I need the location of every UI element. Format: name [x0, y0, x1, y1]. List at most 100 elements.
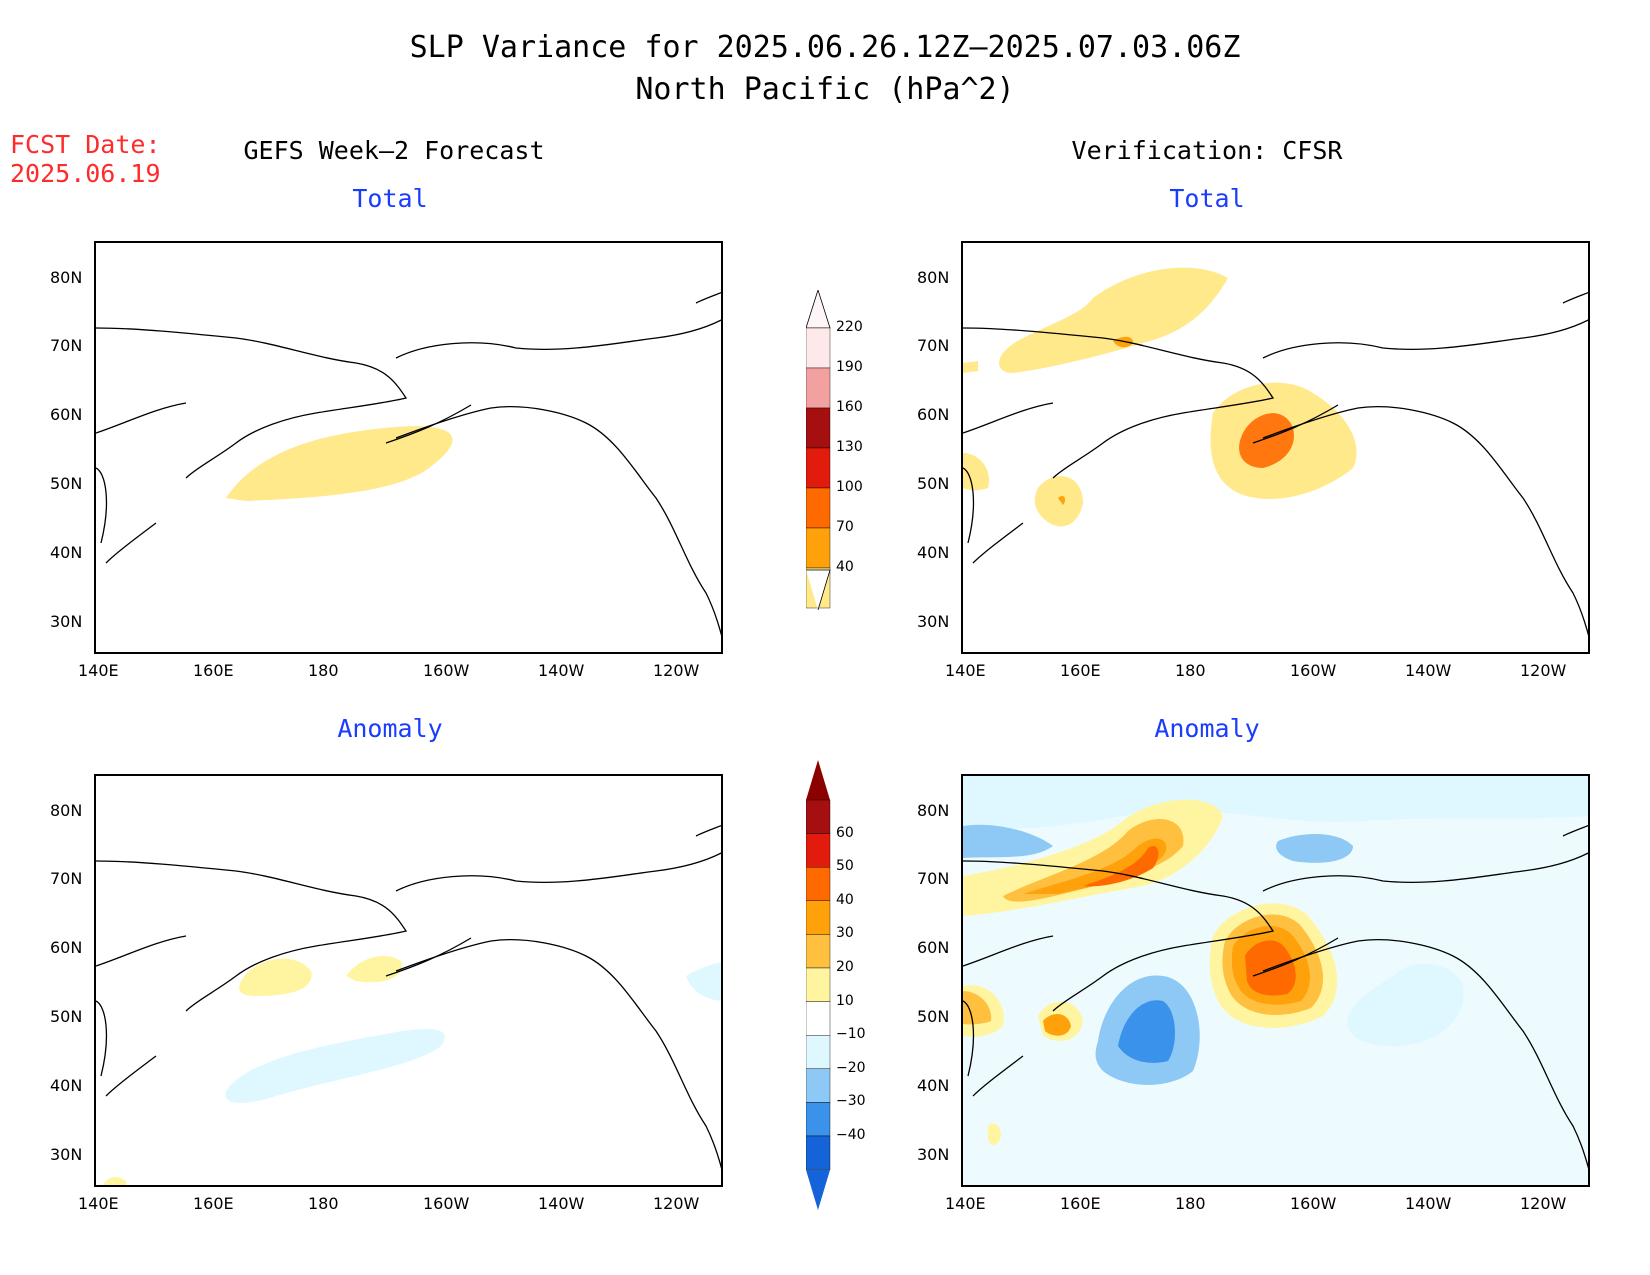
- colorbar-anomaly-color-box: [806, 1068, 831, 1103]
- lon-tick-label: 160E: [193, 1194, 234, 1213]
- colorbar-anomaly-color-box: [806, 1102, 831, 1137]
- variance-contour-70: [1239, 413, 1294, 468]
- colorbar-anomaly-tick-label: 50: [836, 858, 854, 875]
- lat-tick-label: 60N: [917, 405, 950, 424]
- variance-contour-40: [1034, 476, 1083, 527]
- lat-tick-label: 30N: [50, 612, 83, 631]
- left-column-title: GEFS Week–2 Forecast: [243, 136, 545, 165]
- colorbar-anomaly-tick-label: 20: [836, 959, 854, 975]
- lon-tick-label: 140E: [78, 1194, 119, 1213]
- lon-tick-label: 160W: [1290, 1194, 1337, 1213]
- colorbar-total: 220 190 160 130 100 70 40: [806, 290, 886, 610]
- lat-tick-label: 60N: [917, 938, 950, 957]
- lon-tick-label: 140W: [1405, 1194, 1452, 1213]
- lon-tick-label: 160W: [1290, 661, 1337, 680]
- lat-tick-label: 80N: [917, 801, 950, 820]
- anomaly-contour-neg20: [963, 824, 1053, 858]
- anomaly-contour-20: [963, 991, 992, 1025]
- lon-tick-label: 180: [1175, 661, 1206, 680]
- lat-tick-label: 30N: [917, 612, 950, 631]
- lon-tick-label: 140E: [945, 1194, 986, 1213]
- colorbar-total-top-arrow: [806, 290, 831, 329]
- lon-tick-label: 160W: [423, 1194, 470, 1213]
- lat-tick-label: 50N: [917, 1007, 950, 1026]
- lon-tick-label: 160W: [423, 661, 470, 680]
- lon-tick-label: 160E: [193, 661, 234, 680]
- lon-tick-label: 180: [308, 1194, 339, 1213]
- lon-tick-label: 180: [1175, 1194, 1206, 1213]
- colorbar-anomaly-tick-label: −20: [836, 1059, 866, 1076]
- map-forecast-total: [94, 241, 723, 654]
- anomaly-contour-neg10: [686, 961, 721, 1001]
- anomaly-contour-neg10: [225, 1029, 445, 1103]
- variance-contour-70: [1058, 495, 1066, 505]
- colorbar-anomaly-boxes: [806, 799, 831, 1170]
- colorbar-anomaly-tick-label: −30: [836, 1093, 866, 1110]
- colorbar-total-boxes: [806, 327, 831, 609]
- colorbar-anomaly-tick-label: −10: [836, 1026, 866, 1043]
- anomaly-contour-neg20: [1276, 834, 1353, 863]
- panel-subtitle-total-right: Total: [1169, 184, 1245, 213]
- lat-tick-label: 30N: [917, 1145, 950, 1164]
- lon-tick-label: 140E: [78, 661, 119, 680]
- colorbar-total-color-box: [806, 447, 831, 489]
- lat-tick-label: 30N: [50, 1145, 83, 1164]
- anomaly-contour-neg10: [1347, 963, 1464, 1047]
- lat-tick-label: 50N: [50, 1007, 83, 1026]
- lat-tick-label: 70N: [917, 869, 950, 888]
- lat-tick-label: 60N: [50, 405, 83, 424]
- anomaly-contour-10: [988, 1123, 1001, 1145]
- lat-tick-label: 50N: [50, 474, 83, 493]
- panel-subtitle-anomaly-left: Anomaly: [337, 714, 443, 743]
- chart-title-line1: SLP Variance for 2025.06.26.12Z–2025.07.…: [409, 30, 1241, 65]
- chart-title-line2: North Pacific (hPa^2): [635, 72, 1015, 107]
- lat-tick-label: 40N: [917, 1076, 950, 1095]
- colorbar-anomaly-tick-label: −40: [836, 1127, 866, 1143]
- fcst-date-label: FCST Date:: [10, 130, 161, 159]
- colorbar-anomaly-color-box: [806, 1001, 831, 1036]
- lat-tick-label: 40N: [50, 543, 83, 562]
- variance-contour-40: [226, 426, 453, 501]
- variance-contour-40: [999, 267, 1228, 373]
- anomaly-contour-neg10: [963, 776, 1588, 829]
- colorbar-total-bottom-arrow: [806, 569, 831, 610]
- colorbar-total-tick-label: 130: [836, 439, 863, 455]
- coastline: [963, 824, 1588, 1169]
- colorbar-anomaly-color-box: [806, 799, 831, 834]
- colorbar-anomaly-color-box: [806, 1035, 831, 1070]
- lat-tick-label: 70N: [50, 336, 83, 355]
- colorbar-anomaly-color-box: [806, 1135, 831, 1170]
- panel-subtitle-total-left: Total: [352, 184, 428, 213]
- fcst-date-value: 2025.06.19: [10, 159, 161, 188]
- lat-tick-label: 80N: [917, 268, 950, 287]
- lon-tick-label: 120W: [1520, 1194, 1567, 1213]
- lat-tick-label: 70N: [917, 336, 950, 355]
- lon-tick-label: 120W: [1520, 661, 1567, 680]
- lat-tick-label: 60N: [50, 938, 83, 957]
- lat-tick-label: 40N: [917, 543, 950, 562]
- lat-tick-label: 80N: [50, 268, 83, 287]
- colorbar-total-color-box: [806, 487, 831, 529]
- lat-tick-label: 40N: [50, 1076, 83, 1095]
- colorbar-total-tick-label: 160: [836, 399, 863, 415]
- coastline: [96, 291, 721, 636]
- colorbar-anomaly-bottom-arrow: [806, 1170, 830, 1210]
- lon-tick-label: 180: [308, 661, 339, 680]
- colorbar-anomaly: 60 50 40 30 20 10 −10 −20 −30 −40: [806, 760, 886, 1210]
- colorbar-total-tick-label: 220: [836, 319, 863, 335]
- variance-contour-40: [963, 453, 989, 491]
- colorbar-total-color-box: [806, 407, 831, 449]
- coastline: [963, 291, 1588, 636]
- anomaly-contour-neg30: [1118, 1000, 1175, 1063]
- lon-tick-label: 140W: [1405, 661, 1452, 680]
- colorbar-anomaly-tick-label: 30: [836, 925, 854, 942]
- colorbar-anomaly-color-box: [806, 967, 831, 1002]
- colorbar-anomaly-tick-label: 40: [836, 891, 854, 908]
- lat-tick-label: 50N: [917, 474, 950, 493]
- lon-tick-label: 120W: [653, 1194, 700, 1213]
- colorbar-total-tick-label: 40: [836, 559, 854, 575]
- colorbar-anomaly-tick-label: 60: [836, 824, 854, 841]
- map-verification-anomaly: [961, 774, 1590, 1187]
- lon-tick-label: 140E: [945, 661, 986, 680]
- anomaly-contour-30: [1043, 1014, 1071, 1036]
